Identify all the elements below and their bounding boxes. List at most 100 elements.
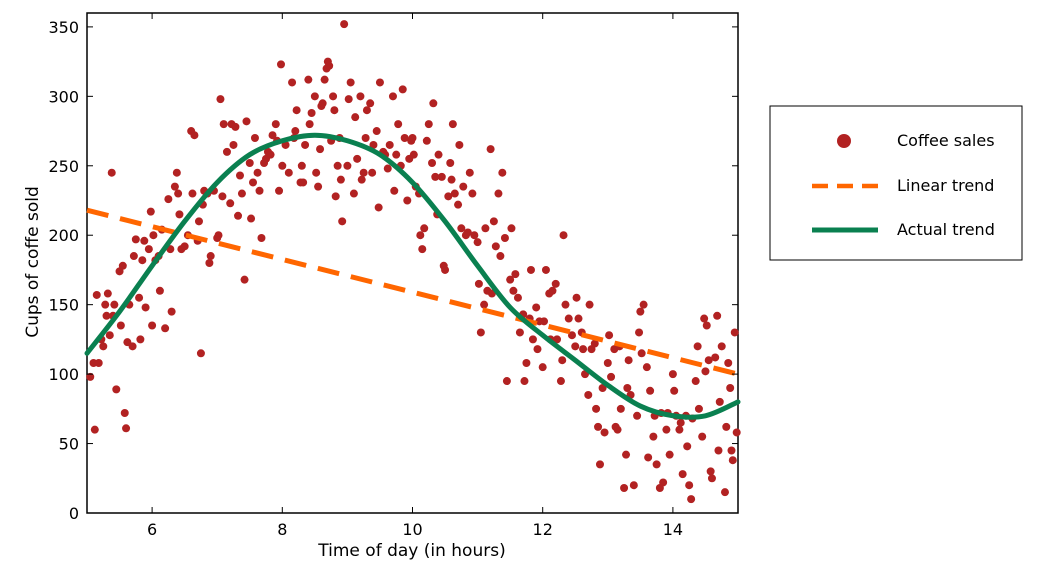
data-point-296	[706, 467, 715, 476]
data-point-172	[441, 265, 450, 274]
data-point-104	[305, 120, 314, 129]
data-point-128	[349, 189, 358, 198]
data-point-65	[219, 120, 228, 129]
data-point-186	[470, 231, 479, 240]
data-point-88	[271, 120, 280, 129]
data-point-44	[174, 189, 183, 198]
data-point-136	[366, 99, 375, 108]
data-point-77	[247, 214, 256, 223]
data-point-130	[353, 154, 362, 163]
data-point-135	[362, 106, 371, 115]
data-point-263	[637, 349, 646, 358]
data-point-298	[711, 353, 720, 362]
data-point-199	[498, 168, 507, 177]
data-point-248	[607, 372, 616, 381]
data-point-202	[506, 275, 515, 284]
data-point-152	[400, 134, 409, 142]
data-point-165	[428, 159, 437, 167]
data-point-206	[513, 293, 522, 302]
data-point-288	[691, 377, 700, 386]
data-point-38	[161, 324, 170, 333]
data-point-90	[275, 186, 284, 195]
data-point-71	[234, 211, 243, 220]
data-point-70	[231, 122, 240, 131]
data-point-224	[553, 335, 562, 344]
data-point-309	[730, 328, 739, 337]
data-point-253	[616, 404, 625, 413]
data-point-0	[86, 372, 95, 381]
data-point-156	[408, 134, 417, 142]
data-point-209	[520, 377, 529, 386]
data-point-255	[622, 450, 631, 459]
data-point-73	[237, 189, 246, 198]
data-point-262	[636, 307, 645, 316]
data-point-254	[620, 484, 629, 492]
data-point-26	[136, 335, 145, 344]
data-point-246	[603, 359, 612, 367]
data-point-173	[444, 192, 453, 201]
data-point-307	[727, 446, 736, 455]
y-axis-label: Cups of coffe sold	[23, 186, 43, 338]
data-point-74	[240, 275, 249, 284]
data-point-50	[188, 189, 197, 198]
y-tick-label-350: 350	[48, 18, 79, 37]
data-point-163	[422, 136, 431, 145]
y-tick-label-100: 100	[48, 365, 79, 384]
data-point-179	[455, 140, 464, 149]
data-point-119	[331, 192, 340, 201]
data-point-137	[368, 168, 377, 177]
data-point-276	[665, 450, 674, 459]
data-point-102	[301, 140, 310, 149]
data-point-151	[398, 85, 407, 94]
legend-label-coffee-sales: Coffee sales	[897, 131, 995, 150]
data-point-81	[255, 186, 264, 195]
data-point-247	[605, 331, 614, 340]
data-point-295	[704, 356, 713, 365]
data-point-132	[357, 175, 366, 184]
legend: Coffee sales Linear trend Actual trend	[769, 105, 1023, 261]
data-point-123	[338, 217, 347, 226]
data-point-63	[216, 95, 225, 104]
data-point-157	[409, 150, 418, 159]
data-point-162	[420, 224, 429, 233]
data-point-39	[164, 195, 173, 204]
x-tick-label-14: 14	[663, 520, 683, 539]
actual-trend-line	[84, 132, 741, 420]
data-point-261	[635, 328, 644, 337]
data-point-9	[103, 289, 112, 298]
data-point-64	[218, 192, 227, 201]
data-point-210	[522, 359, 531, 367]
data-point-183	[463, 228, 472, 237]
data-point-127	[346, 78, 355, 87]
data-point-148	[392, 150, 401, 159]
data-point-145	[385, 140, 394, 149]
data-point-58	[205, 259, 214, 267]
data-point-125	[343, 161, 352, 170]
x-tick-label-12: 12	[533, 520, 553, 539]
data-point-72	[235, 171, 244, 180]
x-tick-label-10: 10	[402, 520, 422, 539]
data-point-274	[662, 425, 671, 434]
data-point-95	[288, 78, 297, 87]
data-point-11	[107, 168, 116, 177]
data-point-299	[713, 311, 722, 320]
data-point-219	[541, 265, 550, 274]
x-tick-label-8: 8	[277, 520, 287, 539]
data-point-118	[330, 106, 339, 115]
data-point-233	[574, 314, 583, 323]
data-point-98	[292, 106, 301, 115]
ticks-layer: 6 8 10 12 14 0 50 100 150 200 250 300 350	[48, 13, 738, 539]
data-point-134	[361, 134, 370, 142]
data-point-189	[476, 328, 485, 337]
data-point-19	[122, 424, 131, 433]
linear-trend-line	[86, 207, 739, 377]
data-point-265	[642, 363, 651, 372]
data-point-166	[429, 99, 438, 108]
y-tick-label-0: 0	[69, 504, 79, 523]
data-point-284	[683, 442, 692, 451]
data-point-267	[646, 386, 655, 395]
data-point-167	[431, 172, 440, 181]
data-point-16	[116, 321, 125, 330]
data-point-144	[383, 164, 392, 173]
data-point-241	[592, 404, 601, 413]
